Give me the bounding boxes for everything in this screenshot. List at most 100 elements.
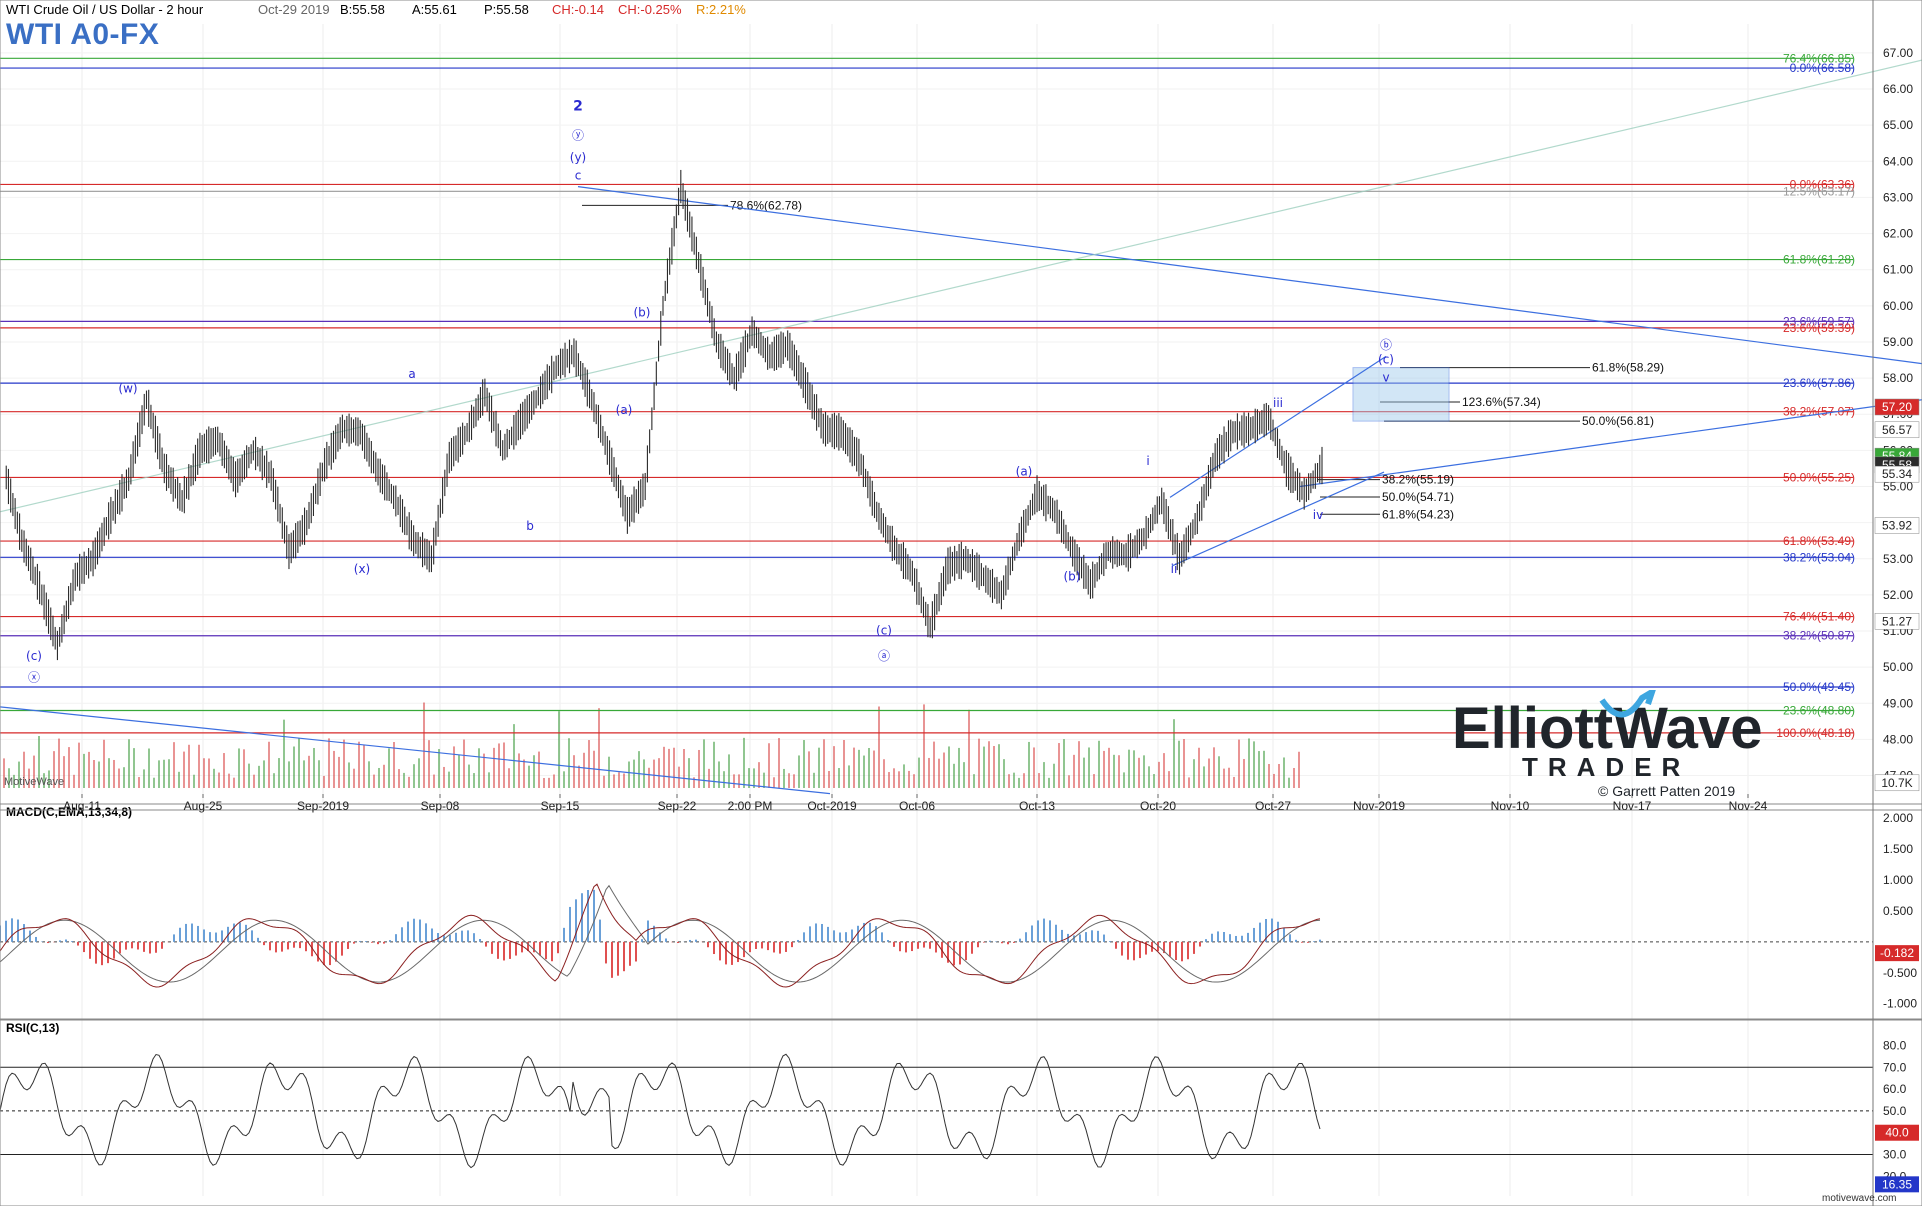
macd-tick-label: 2.000 [1883,811,1913,825]
rsi-tick-label: 80.0 [1883,1038,1907,1052]
rsi-tick-label: 60.0 [1883,1082,1907,1096]
trendline [1169,355,1387,498]
price-tick-label: 62.00 [1883,227,1913,241]
price-tick-label: 53.00 [1883,552,1913,566]
wave-label: iii [1273,396,1283,410]
logo-subtitle: TRADER [1522,752,1690,782]
header-change: CH:-0.14 [552,2,605,17]
rsi-current-tag [1875,1124,1919,1141]
gridlines [0,24,1873,1196]
target-box [1352,367,1450,422]
price-tag [1874,774,1920,792]
macd-title: MACD(C,EMA,13,34,8) [6,805,132,819]
price-tick-label: 59.00 [1883,335,1913,349]
motivewave-footer: motivewave.com [1822,1193,1897,1204]
trendline [577,185,1922,365]
price-tick-label: 52.00 [1883,588,1913,602]
price-tag [1874,613,1920,630]
fib-level-label: 61.8%(61.28) [1783,253,1855,267]
fib-level-label: 100.0%(48.18) [1776,726,1855,740]
fib-level-label: 23.6%(48.80) [1783,704,1855,718]
wave-label: v [1382,371,1389,385]
price-tick-label: 61.00 [1883,263,1913,277]
price-bars [5,169,1323,661]
price-tick-label: 60.00 [1883,299,1913,313]
header-price: P:55.58 [484,2,529,17]
rsi-current-tag [1875,1176,1919,1193]
date-label: Sep-15 [541,799,580,813]
price-tag-label: 56.57 [1882,423,1912,437]
wave-label: i [1146,454,1149,468]
wave-label: (b) [634,306,651,320]
wave-label: (w) [118,382,137,396]
macd-current-tag [1875,945,1919,962]
trendline [0,706,831,795]
rsi-tick-label: 50.0 [1883,1104,1907,1118]
fibonacci-levels[interactable]: 76.4%(66.85)0.0%(66.58) 0.0%(63.36)12.5%(… [0,51,1855,740]
macd-tick-label: 1.000 [1883,873,1913,887]
inline-fib-label: 50.0%(54.71) [1382,490,1454,504]
macd-tick-label: -1.000 [1883,997,1917,1011]
date-label: Aug-25 [184,799,223,813]
symbol-description: WTI Crude Oil / US Dollar - 2 hour [6,2,204,17]
elliottwave-trader-logo: ElliottWave TRADER © Garrett Patten 2019 [1452,690,1762,799]
price-tag [1874,465,1920,483]
price-tick-label: 48.00 [1883,732,1913,746]
rsi-tick-label: 70.0 [1883,1060,1907,1074]
price-tag [1874,398,1920,416]
date-label: Aug-11 [63,799,101,813]
wave-label: ⓧ [28,671,40,685]
fib-level-label: 50.0%(49.45) [1783,680,1855,694]
date-label: Oct-2019 [807,799,857,813]
fib-level-label: 50.0%(55.25) [1783,470,1855,484]
price-tick-label: 58.00 [1883,371,1913,385]
volume-bars [3,702,1300,788]
macd-signal-line [0,884,1321,983]
wave-label: (a) [616,403,633,417]
price-tick-label: 65.00 [1883,118,1913,132]
instrument-title: WTI A0-FX [6,18,160,51]
wave-label: (x) [354,562,370,576]
trendlines[interactable] [0,59,1922,795]
rsi-line [0,1053,1321,1169]
fib-level-label: 76.4%(51.40) [1783,610,1855,624]
fib-level-label: 76.4%(66.85) [1783,51,1855,65]
trendline [1299,399,1922,488]
rsi-current-value: 40.0 [1885,1126,1909,1140]
inline-fib-label: 50.0%(56.81) [1582,414,1654,428]
wave-label: (y) [570,150,586,164]
inline-fib-label: 123.6%(57.34) [1462,395,1541,409]
date-label: Nov-2019 [1353,799,1405,813]
price-tick-label: 50.00 [1883,660,1913,674]
date-label: 2:00 PM [728,799,773,813]
macd-tick-label: -0.500 [1883,966,1917,980]
date-label: Nov-17 [1613,799,1652,813]
macd-line [0,883,1321,988]
fib-level-label: 23.6%(59.39) [1783,321,1855,335]
macd-panel: MACD(C,EMA,13,34,8) 2.000 1.500 1.000 0.500 -… [0,805,1919,1011]
fib-level-label: 12.5%(63.17) [1783,184,1855,198]
price-tick-label: 67.00 [1883,46,1913,60]
wave-label: ⓐ [878,649,890,663]
fib-level-label: 23.6%(59.57) [1783,314,1855,328]
price-tag-label: 51.27 [1882,614,1912,628]
rsi-current-value: 16.35 [1882,1177,1912,1191]
panel-frame [0,803,1922,1020]
price-tick-label: 49.00 [1883,696,1913,710]
fib-level-label: 61.8%(53.49) [1783,534,1855,548]
inline-fib-label: 78.6%(62.78) [730,198,802,212]
date-label: Nov-10 [1491,799,1530,813]
price-tag-label: 10.7K [1881,776,1912,790]
date-label: Sep-2019 [297,799,349,813]
date-label: Oct-20 [1140,799,1176,813]
wave-label: (c) [26,649,42,663]
wave-label: ⓨ [572,129,584,143]
header-range-pct: R:2.21% [696,2,746,17]
wave-label: (c) [1378,353,1394,367]
wave-label: b [526,519,534,533]
fib-level-label: 38.2%(53.04) [1783,550,1855,564]
date-label: Sep-08 [421,799,460,813]
motivewave-label: MotiveWave [4,776,65,788]
